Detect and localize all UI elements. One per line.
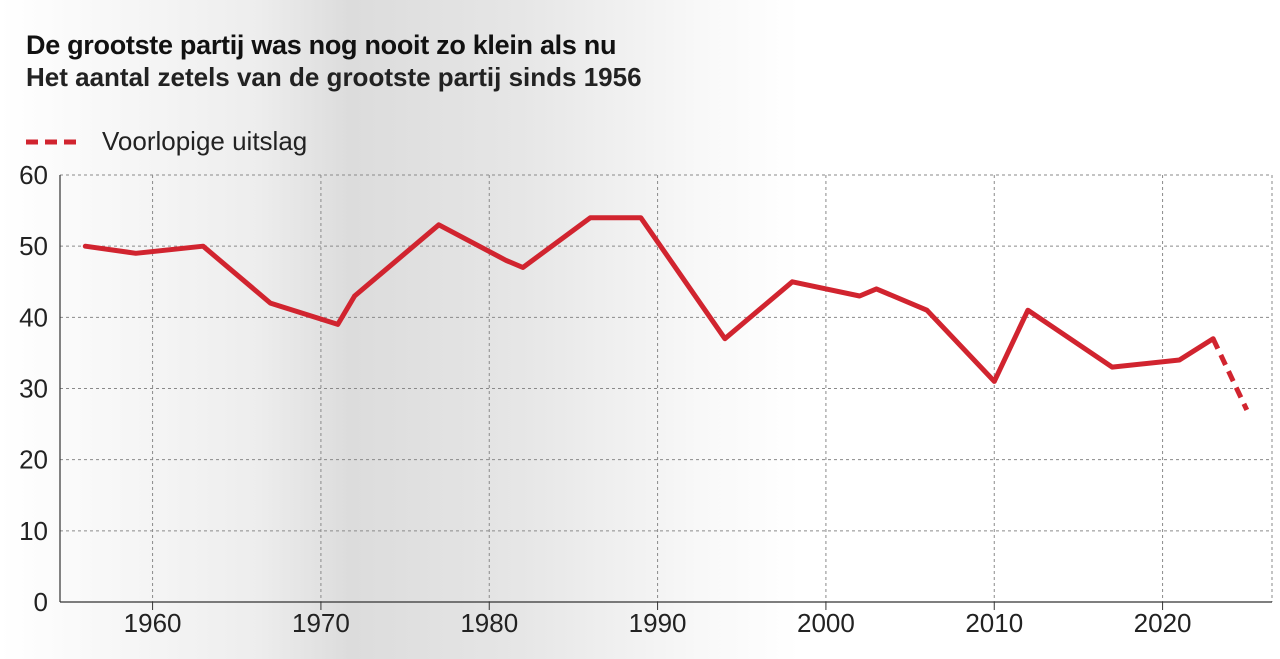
- y-tick-label: 0: [34, 587, 48, 617]
- grid: [60, 174, 1273, 602]
- y-tick-label: 60: [19, 160, 48, 190]
- axes: [59, 175, 1272, 610]
- y-tick-label: 30: [19, 374, 48, 404]
- x-tick-label: 2010: [965, 608, 1023, 638]
- x-tick-label: 1980: [460, 608, 518, 638]
- series: [82, 215, 1250, 411]
- x-tick-label: 2020: [1134, 608, 1192, 638]
- x-tick-label: 1990: [629, 608, 687, 638]
- tick-labels: 0 10 20 30 40 50 60 1960 1970 1980 1990 2000 2010 202…: [19, 160, 1191, 638]
- y-tick-label: 10: [19, 516, 48, 546]
- legend-label-voorlopige-uitslag: Voorlopige uitslag: [102, 126, 308, 156]
- y-tick-label: 50: [19, 231, 48, 261]
- x-tick-label: 2000: [797, 608, 855, 638]
- chart-title: De grootste partij was nog nooit zo klei…: [26, 30, 617, 60]
- series-line-voorlopige-uitslag: [1210, 337, 1250, 411]
- chart-subtitle: Het aantal zetels van de grootste partij…: [26, 62, 642, 92]
- y-tick-label: 40: [19, 302, 48, 332]
- series-line-zetels: [82, 215, 1216, 384]
- x-tick-label: 1970: [292, 608, 350, 638]
- y-tick-label: 20: [19, 445, 48, 475]
- legend-dashed-line-swatch: [26, 139, 80, 144]
- x-tick-label: 1960: [124, 608, 182, 638]
- legend: Voorlopige uitslag: [26, 126, 307, 157]
